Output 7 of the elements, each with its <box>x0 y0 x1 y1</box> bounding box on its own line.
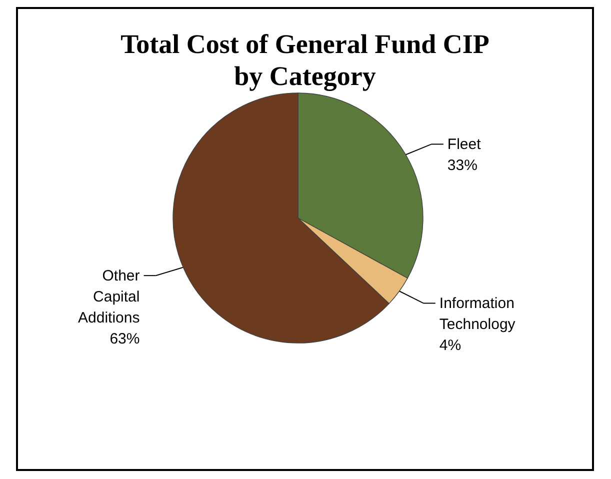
data-label: 4% <box>439 337 462 354</box>
data-label: 63% <box>110 330 140 348</box>
chart-title: Total Cost of General Fund CIP by Category <box>120 29 490 91</box>
data-label: 33% <box>447 157 478 174</box>
slice-label: Fleet <box>447 136 482 154</box>
slice-label: Information Technology <box>439 295 516 334</box>
slice-label: Other Capital Additions <box>78 268 140 327</box>
